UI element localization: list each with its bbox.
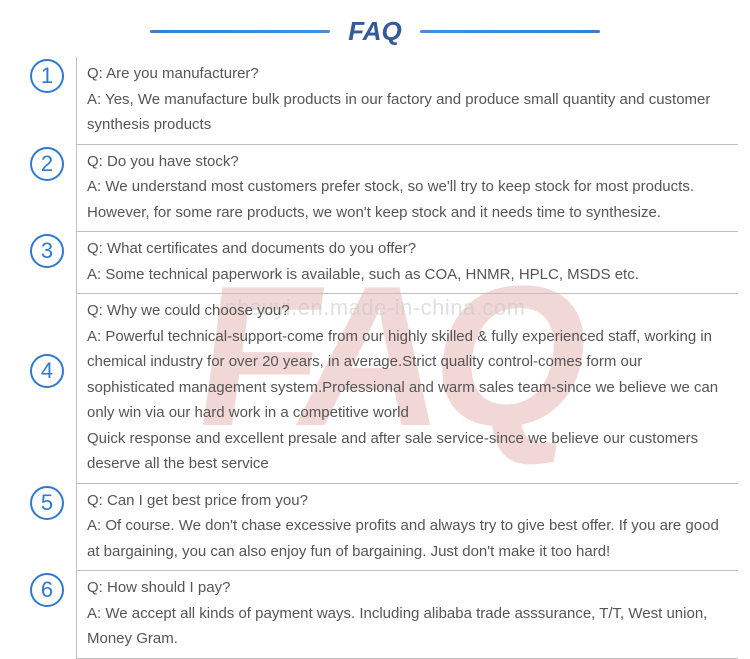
faq-question: Q: Why we could choose you? [87, 298, 732, 324]
faq-answer: A: We understand most customers prefer s… [87, 174, 732, 225]
number-column: 6 [18, 571, 76, 607]
number-badge: 4 [30, 354, 64, 388]
faq-question: Q: How should I pay? [87, 575, 732, 601]
number-column: 3 [18, 232, 76, 268]
faq-question: Q: What certificates and documents do yo… [87, 236, 732, 262]
number-column: 2 [18, 145, 76, 181]
number-badge: 6 [30, 573, 64, 607]
number-badge: 1 [30, 59, 64, 93]
faq-item: 1 Q: Are you manufacturer? A: Yes, We ma… [18, 57, 738, 145]
title-bar-right [420, 30, 600, 33]
number-badge: 3 [30, 234, 64, 268]
faq-item: 5 Q: Can I get best price from you? A: O… [18, 484, 738, 572]
page-title: FAQ [348, 16, 401, 47]
faq-content: Q: Can I get best price from you? A: Of … [76, 484, 738, 572]
title-bar-left [150, 30, 330, 33]
faq-answer: A: Of course. We don't chase excessive p… [87, 513, 732, 564]
faq-list: 1 Q: Are you manufacturer? A: Yes, We ma… [0, 57, 750, 659]
number-column: 4 [18, 294, 76, 388]
number-badge: 2 [30, 147, 64, 181]
faq-item: 3 Q: What certificates and documents do … [18, 232, 738, 294]
faq-question: Q: Do you have stock? [87, 149, 732, 175]
faq-question: Q: Can I get best price from you? [87, 488, 732, 514]
title-row: FAQ [0, 0, 750, 57]
number-column: 1 [18, 57, 76, 93]
faq-answer: A: Powerful technical-support-come from … [87, 324, 732, 477]
faq-content: Q: Are you manufacturer? A: Yes, We manu… [76, 57, 738, 145]
faq-item: 4 Q: Why we could choose you? A: Powerfu… [18, 294, 738, 484]
number-badge: 5 [30, 486, 64, 520]
faq-answer: A: We accept all kinds of payment ways. … [87, 601, 732, 652]
faq-item: 2 Q: Do you have stock? A: We understand… [18, 145, 738, 233]
faq-answer: A: Some technical paperwork is available… [87, 262, 732, 288]
faq-answer: A: Yes, We manufacture bulk products in … [87, 87, 732, 138]
faq-question: Q: Are you manufacturer? [87, 61, 732, 87]
faq-content: Q: What certificates and documents do yo… [76, 232, 738, 294]
faq-content: Q: Why we could choose you? A: Powerful … [76, 294, 738, 484]
faq-content: Q: Do you have stock? A: We understand m… [76, 145, 738, 233]
number-column: 5 [18, 484, 76, 520]
